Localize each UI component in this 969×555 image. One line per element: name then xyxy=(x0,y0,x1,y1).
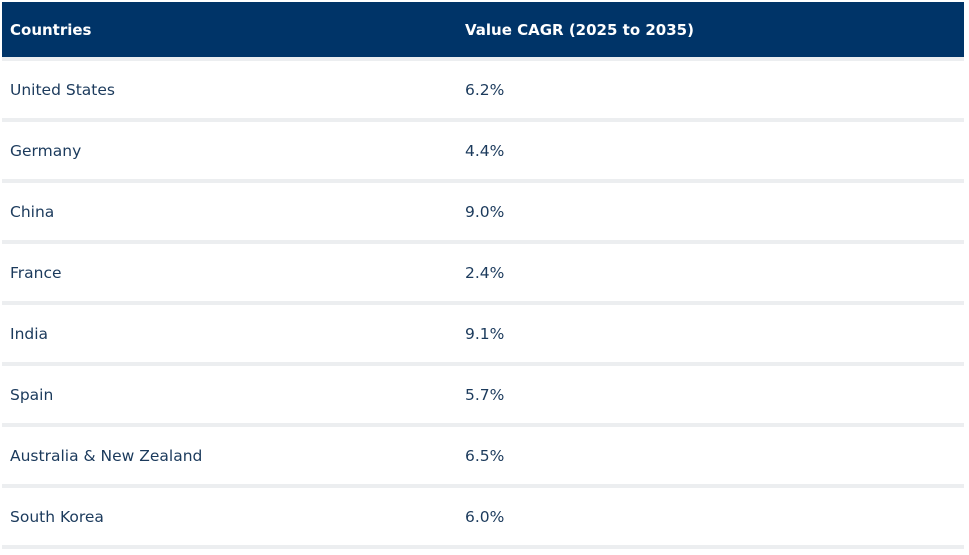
table-row: China 9.0% xyxy=(2,183,964,240)
table-row: Spain 5.7% xyxy=(2,366,964,423)
table-row: United States 6.2% xyxy=(2,61,964,118)
cagr-cell: 9.0% xyxy=(465,202,505,221)
country-cell: India xyxy=(10,324,49,343)
table-row: South Korea 6.0% xyxy=(2,488,964,545)
cagr-cell: 9.1% xyxy=(465,324,505,343)
country-cell: Spain xyxy=(10,385,54,404)
country-cell: Germany xyxy=(10,141,82,160)
header-cell: Countries xyxy=(10,20,92,39)
cagr-cell: 6.5% xyxy=(465,446,505,465)
country-cell: United States xyxy=(10,80,115,99)
cagr-cell: 5.7% xyxy=(465,385,505,404)
table-row: Australia & New Zealand 6.5% xyxy=(2,427,964,484)
table-header: Countries Value CAGR (2025 to 2035) xyxy=(2,2,964,57)
cagr-cell: 6.0% xyxy=(465,507,505,526)
cagr-cell: 4.4% xyxy=(465,141,505,160)
cagr-cell: 6.2% xyxy=(465,80,505,99)
header-cell: Value CAGR (2025 to 2035) xyxy=(465,20,694,39)
country-cell: France xyxy=(10,263,62,282)
country-cell: China xyxy=(10,202,55,221)
table-row: Germany 4.4% xyxy=(2,122,964,179)
country-cell: Australia & New Zealand xyxy=(10,446,203,465)
table: Countries Value CAGR (2025 to 2035) Unit… xyxy=(2,2,964,549)
table-row: France 2.4% xyxy=(2,244,964,301)
table-row: India 9.1% xyxy=(2,305,964,362)
cagr-cell: 2.4% xyxy=(465,263,505,282)
country-cell: South Korea xyxy=(10,507,104,526)
